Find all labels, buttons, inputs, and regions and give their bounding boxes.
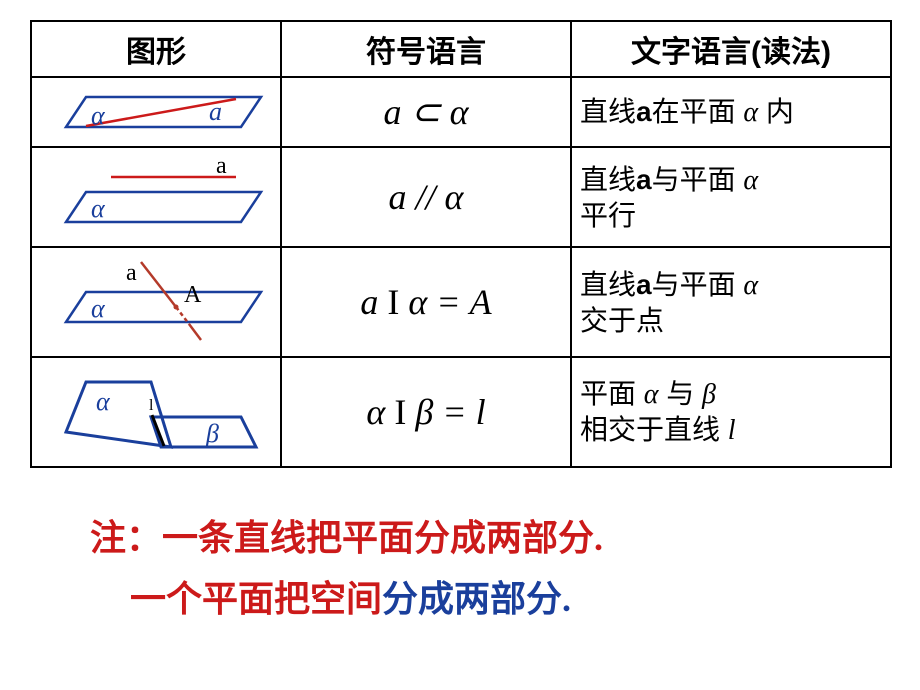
figure-cell-1: α a (31, 77, 281, 147)
figure-cell-4: α β l (31, 357, 281, 467)
svg-text:a: a (216, 157, 227, 179)
svg-text:α: α (91, 294, 106, 323)
note-line-1: 注：一条直线把平面分成两部分. (90, 508, 890, 569)
header-symbol: 符号语言 (281, 21, 571, 77)
text-cell-2: 直线a与平面 α平行 (571, 147, 891, 247)
note2-seg1: 一个平面把空间 (130, 579, 382, 619)
symbol-cell-3: a I α = A (281, 247, 571, 357)
header-row: 图形 符号语言 文字语言(读法) (31, 21, 891, 77)
svg-text:α: α (96, 387, 111, 416)
figure-cell-2: a α (31, 147, 281, 247)
header-text: 文字语言(读法) (571, 21, 891, 77)
text-cell-1: 直线a在平面 α 内 (571, 77, 891, 147)
svg-text:a: a (126, 260, 137, 286)
notes: 注：一条直线把平面分成两部分. 一个平面把空间分成两部分. (30, 508, 890, 630)
geometry-table: 图形 符号语言 文字语言(读法) α a a ⊂ α 直线a在平面 α 内 a (30, 20, 892, 468)
svg-text:α: α (91, 194, 106, 223)
svg-text:a: a (209, 97, 222, 126)
text-cell-3: 直线a与平面 α交于点 (571, 247, 891, 357)
note-line-2: 一个平面把空间分成两部分. (90, 569, 890, 630)
note2-seg2: 分成两部分. (382, 579, 571, 619)
header-figure: 图形 (31, 21, 281, 77)
page: 图形 符号语言 文字语言(读法) α a a ⊂ α 直线a在平面 α 内 a (0, 0, 920, 650)
figure-cell-3: a A α (31, 247, 281, 357)
text-cell-4: 平面 α 与 β相交于直线 l (571, 357, 891, 467)
symbol-cell-1: a ⊂ α (281, 77, 571, 147)
svg-text:α: α (91, 101, 106, 130)
table-row: a α a // α 直线a与平面 α平行 (31, 147, 891, 247)
symbol-cell-4: α I β = l (281, 357, 571, 467)
table-row: a A α a I α = A 直线a与平面 α交于点 (31, 247, 891, 357)
table-row: α β l α I β = l 平面 α 与 β相交于直线 l (31, 357, 891, 467)
svg-text:A: A (184, 282, 202, 308)
table-row: α a a ⊂ α 直线a在平面 α 内 (31, 77, 891, 147)
symbol-cell-2: a // α (281, 147, 571, 247)
svg-text:l: l (149, 397, 154, 414)
svg-text:β: β (205, 419, 219, 448)
